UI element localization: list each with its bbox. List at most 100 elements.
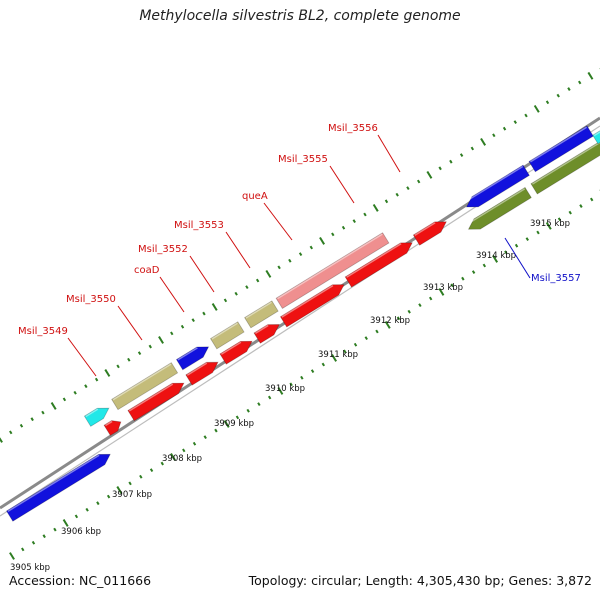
scale-tick xyxy=(203,435,207,440)
gene-quea-arrow xyxy=(279,284,345,328)
scale-tick xyxy=(149,468,154,473)
gene-msil-3549-lower xyxy=(103,420,122,436)
gene-msil-3557-block-shape xyxy=(467,186,532,230)
scale-tick xyxy=(180,324,185,329)
scale-tick xyxy=(426,170,433,179)
scale-tick xyxy=(84,384,88,389)
scale-tick xyxy=(450,283,454,288)
gene-msil-3555-arrow xyxy=(344,242,413,288)
scale-tick xyxy=(106,494,111,499)
gene-msil-3550-block xyxy=(111,362,179,411)
scale-tick xyxy=(492,254,499,263)
scale-tick xyxy=(182,448,186,453)
gene-label: coaD xyxy=(134,265,160,276)
outer-tick-track xyxy=(0,68,600,443)
gene-msil-3553-block-highlight xyxy=(245,301,272,319)
gene-msil-3556-arrow-shape xyxy=(412,221,447,246)
scale-tick xyxy=(372,203,379,212)
scale-tick xyxy=(9,430,13,435)
scale-tick xyxy=(321,362,326,367)
scale-tick xyxy=(289,382,293,387)
gene-msil-3549-block-highlight xyxy=(85,408,99,418)
gene-quea-block-shape xyxy=(275,232,390,310)
scale-tick xyxy=(255,278,260,283)
gene-msil-3557-left-shape xyxy=(465,164,530,208)
gene-label: Msil_3553 xyxy=(174,220,224,231)
scale-tick xyxy=(567,87,571,91)
scale-tick xyxy=(265,270,272,278)
gene-msil-3557-left-highlight xyxy=(464,165,524,203)
scale-tick xyxy=(384,320,391,329)
gene-msil-3555-arrow-shape xyxy=(344,242,413,288)
scale-tick xyxy=(545,221,552,230)
scale-tick xyxy=(94,377,99,382)
scale-tick xyxy=(137,351,142,356)
scale-label: 3905 kbp xyxy=(10,563,50,573)
scale-tick xyxy=(461,276,465,281)
gene-msil-3553-arrow xyxy=(253,324,280,344)
gene-label-leader xyxy=(67,337,97,377)
gene-msil-3550-arrow xyxy=(127,382,185,422)
scale-tick xyxy=(579,204,583,208)
gene-msil-3556-arrow-highlight xyxy=(414,222,436,236)
gene-quea-arrow-highlight xyxy=(281,284,334,318)
gene-blue-right-highlight xyxy=(530,126,588,163)
gene-msil-3549-lower-shape xyxy=(103,420,122,436)
scale-labels: 3905 kbp 3906 kbp 3907 kbp 3908 kbp 3909 kbp… xyxy=(10,219,570,573)
gene-label-leader xyxy=(377,134,401,173)
scale-tick xyxy=(353,342,358,347)
gene-quea-block-highlight xyxy=(277,233,383,300)
scale-tick xyxy=(300,375,304,380)
scale-tick xyxy=(416,179,421,184)
gene-label-leader xyxy=(263,202,293,241)
scale-tick xyxy=(524,113,528,118)
scale-label: 3908 kbp xyxy=(162,454,202,464)
scale-tick xyxy=(459,153,464,157)
scale-tick xyxy=(438,287,445,296)
scale-tick xyxy=(525,237,529,241)
scale-tick xyxy=(158,336,164,344)
scale-tick xyxy=(536,230,540,235)
gene-coad-arrow-shape xyxy=(185,361,219,386)
scale-tick xyxy=(9,552,15,560)
scale-tick xyxy=(298,252,303,257)
gene-coad-arrow xyxy=(185,361,219,386)
scale-tick xyxy=(502,126,507,131)
scale-tick xyxy=(96,501,100,506)
gene-msil-3552-block-shape xyxy=(209,321,245,350)
scale-tick xyxy=(352,219,356,224)
scale-tick xyxy=(160,461,164,466)
scale-tick xyxy=(116,486,123,494)
scale-tick xyxy=(545,100,550,105)
scale-tick xyxy=(556,93,560,98)
scale-tick xyxy=(514,243,519,248)
gene-msil-3557-block xyxy=(466,186,532,230)
gene-msil-3549-block xyxy=(83,407,110,427)
scale-tick xyxy=(42,534,46,539)
scale-label: 3915 kbp xyxy=(530,219,570,229)
scale-tick xyxy=(104,369,111,377)
scale-tick xyxy=(223,298,228,303)
scale-tick xyxy=(375,329,379,334)
scale-tick xyxy=(363,212,367,217)
scale-tick xyxy=(438,166,442,171)
gene-label-leader xyxy=(189,255,215,293)
scale-tick xyxy=(470,146,475,151)
gene-coad-block xyxy=(175,346,210,371)
scale-tick xyxy=(590,197,594,202)
scale-tick xyxy=(319,236,326,245)
scale-tick xyxy=(31,540,36,545)
gene-msil-3557-block-highlight xyxy=(466,188,526,226)
scale-label: 3909 kbp xyxy=(214,419,254,429)
gene-olive-right-shape xyxy=(530,140,600,195)
scale-tick xyxy=(504,250,508,255)
scale-tick xyxy=(341,225,346,230)
scale-tick xyxy=(418,303,422,307)
gene-msil-3552-arrow-shape xyxy=(219,340,253,365)
scale-tick xyxy=(53,527,57,532)
gene-msil-3552-block xyxy=(209,321,245,350)
scale-tick xyxy=(62,519,69,527)
gene-quea-arrow-shape xyxy=(279,284,345,328)
scale-tick xyxy=(480,137,487,146)
scale-tick xyxy=(482,263,487,268)
